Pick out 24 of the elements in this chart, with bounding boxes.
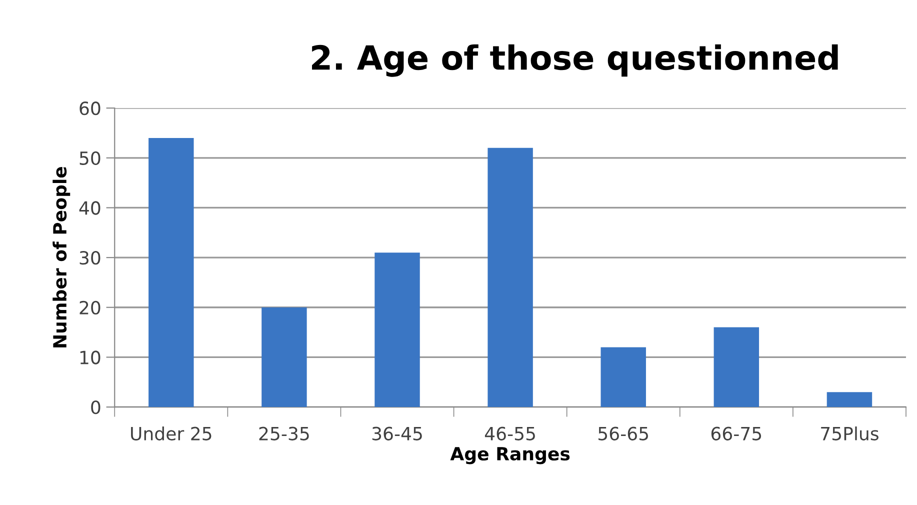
x-tick-label: 46-55 [484,426,535,440]
y-tick-label: 10 [80,350,100,364]
y-tick-label: 40 [79,201,100,215]
x-tick-label: 56-65 [598,426,648,440]
y-axis-title: Number of People [52,166,70,348]
y-tick-label: 50 [80,151,100,166]
x-tick-label: 36-45 [372,426,422,440]
bar [374,252,420,408]
y-tick-label: 30 [80,251,100,265]
bar [262,307,307,408]
x-axis-title: Age Ranges [450,447,570,464]
bar [826,392,872,408]
y-tick-label: 60 [80,102,100,116]
x-tick-label: 25-35 [259,426,309,440]
y-tick-label: 0 [91,400,100,414]
bar [714,327,760,408]
bar [488,148,533,408]
y-tick-label: 20 [80,300,100,314]
chart-title: 2. Age of those questionned [312,44,838,77]
x-tick-label: Under 25 [131,426,212,440]
bar [148,138,194,408]
x-tick-label: 66-75 [711,426,762,440]
x-tick-label: 75Plus [821,426,878,440]
bar [600,347,646,408]
